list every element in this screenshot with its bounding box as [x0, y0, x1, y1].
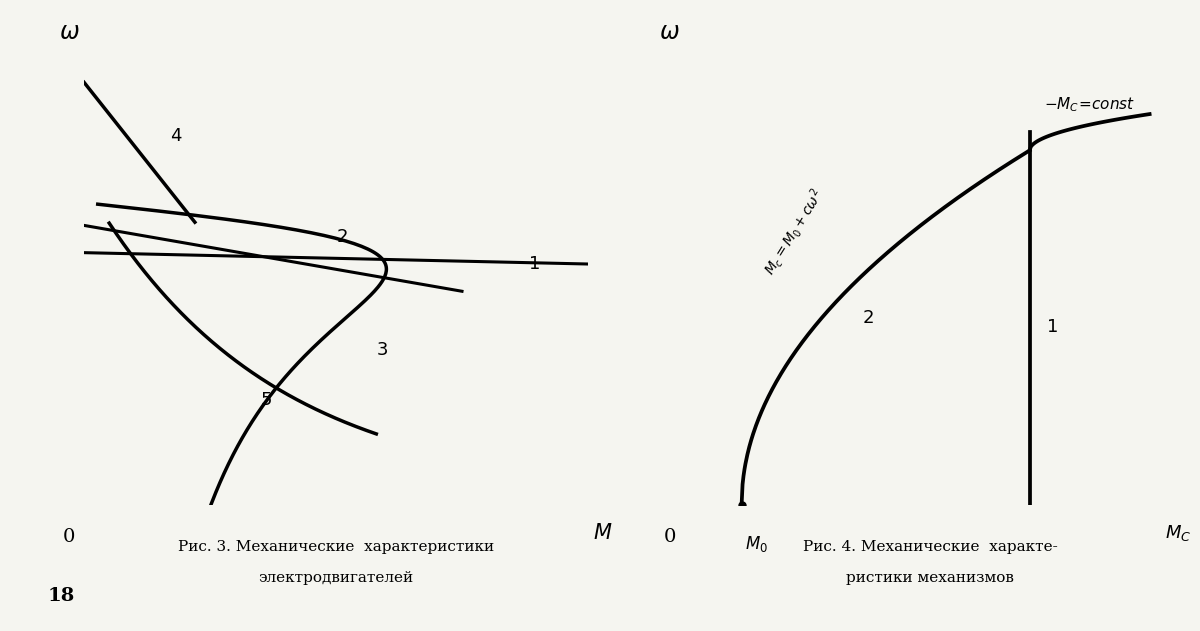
Text: $1$: $1$: [1046, 318, 1058, 336]
Text: $2$: $2$: [336, 228, 348, 246]
Text: $5$: $5$: [260, 391, 272, 409]
Text: $M_0$: $M_0$: [744, 534, 768, 554]
Text: $\omega$: $\omega$: [59, 21, 79, 44]
Text: $M_C$: $M_C$: [1165, 523, 1192, 543]
Text: электродвигателей: электродвигателей: [258, 571, 414, 585]
Text: ристики механизмов: ристики механизмов: [846, 571, 1014, 585]
Text: $3$: $3$: [377, 341, 389, 359]
Text: $-M_C\!=\!const$: $-M_C\!=\!const$: [1044, 96, 1135, 114]
Text: 18: 18: [48, 587, 76, 605]
Text: $1$: $1$: [528, 256, 539, 273]
Text: Рис. 3. Механические  характеристики: Рис. 3. Механические характеристики: [178, 540, 494, 553]
Text: $M_c=M_0+c\omega^2$: $M_c=M_0+c\omega^2$: [760, 186, 829, 279]
Text: 0: 0: [62, 528, 76, 546]
Text: $2$: $2$: [862, 309, 874, 327]
Text: $\omega$: $\omega$: [659, 21, 680, 44]
Text: 0: 0: [664, 528, 676, 546]
Text: $4$: $4$: [169, 127, 182, 145]
Text: $M$: $M$: [593, 523, 613, 543]
Text: Рис. 4. Механические  характе-: Рис. 4. Механические характе-: [803, 540, 1057, 553]
